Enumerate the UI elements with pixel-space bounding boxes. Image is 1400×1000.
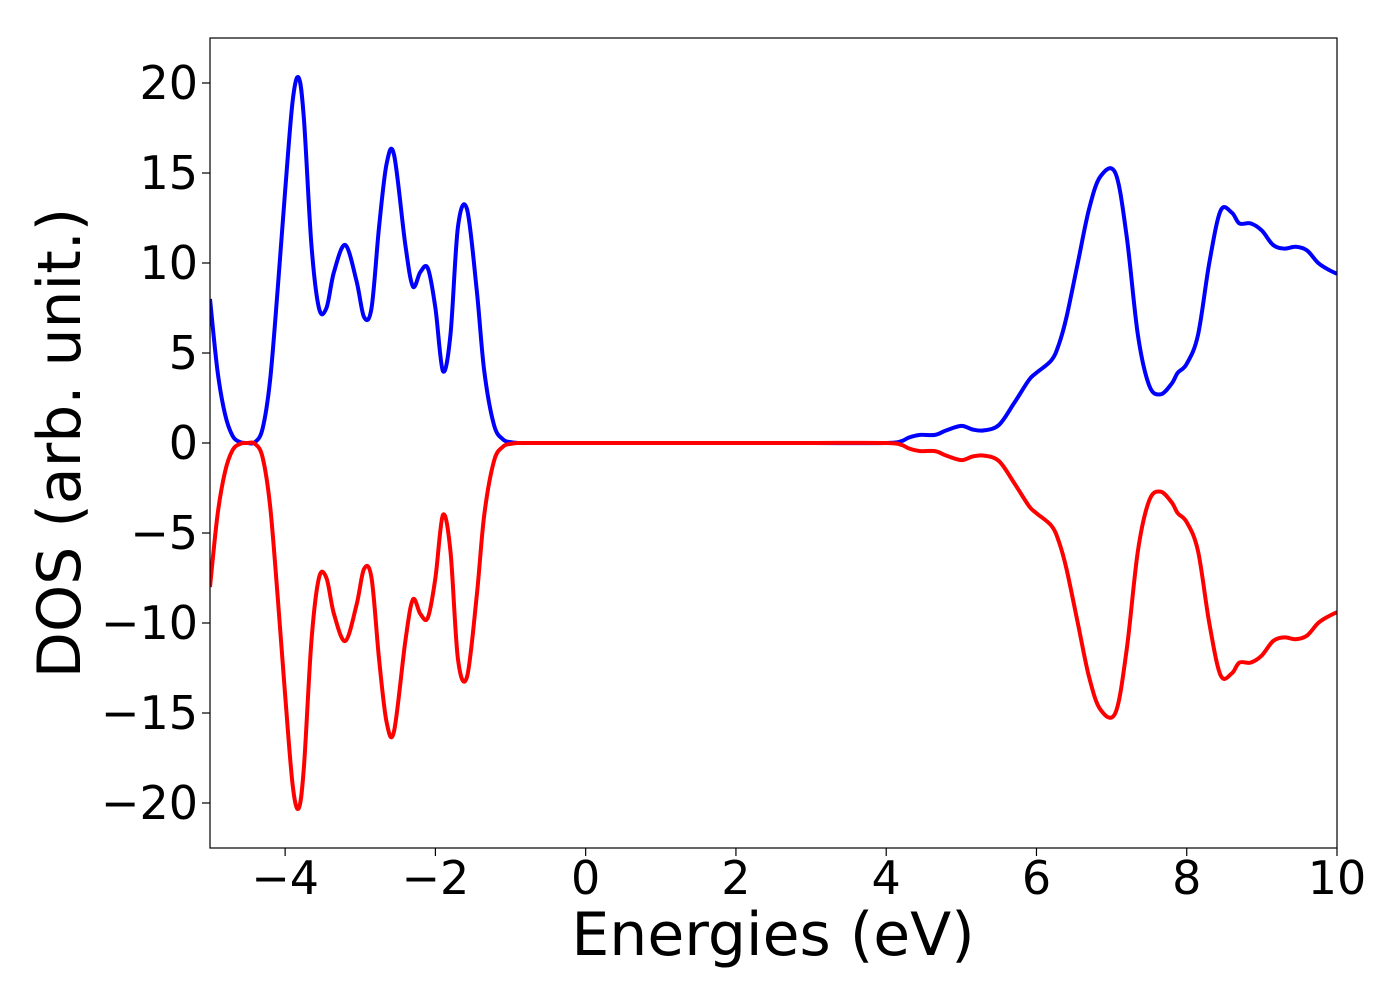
y-tick-label: −15 <box>101 686 198 740</box>
x-tick-label: −2 <box>401 851 469 905</box>
x-tick-label: −4 <box>251 851 319 905</box>
x-axis-label: Energies (eV) <box>571 900 974 970</box>
series-line-2 <box>210 440 1337 812</box>
y-tick-label: −5 <box>130 506 198 560</box>
y-tick-label: 0 <box>169 416 198 470</box>
y-tick-label: 10 <box>139 236 198 290</box>
x-tick-label: 6 <box>1022 851 1051 905</box>
x-tick-label: 2 <box>721 851 750 905</box>
y-tick-label: 5 <box>169 326 198 380</box>
x-tick-label: 0 <box>571 851 600 905</box>
x-tick-label: 4 <box>872 851 901 905</box>
series-layer <box>210 74 1337 812</box>
x-tick-label: 8 <box>1172 851 1201 905</box>
y-axis-label: DOS (arb. unit.) <box>25 208 95 678</box>
y-tick-label: −10 <box>101 596 198 650</box>
x-tick-label: 10 <box>1308 851 1367 905</box>
x-axis-ticks: −4 −2 0 2 4 6 8 10 <box>251 848 1366 905</box>
y-tick-label: 15 <box>139 146 198 200</box>
y-tick-label: 20 <box>139 56 198 110</box>
y-axis-ticks: −20 −15 −10 −5 0 5 10 15 20 <box>101 56 210 830</box>
y-tick-label: −20 <box>101 776 198 830</box>
